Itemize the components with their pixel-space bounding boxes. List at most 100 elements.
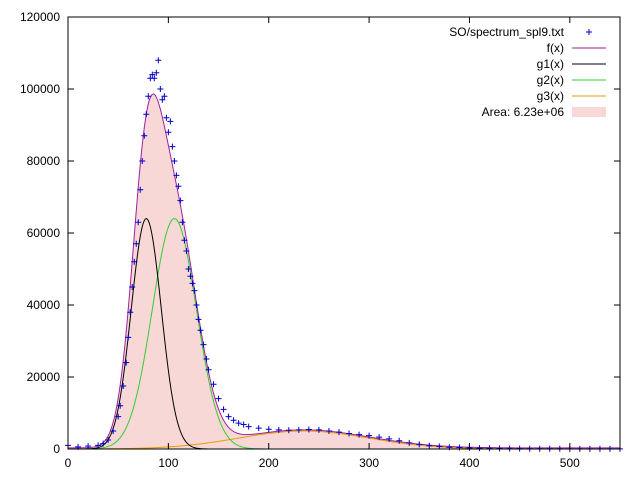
x-tick-label: 300 xyxy=(359,456,379,470)
data-point xyxy=(163,114,170,121)
data-point xyxy=(416,441,423,448)
data-point xyxy=(117,402,124,409)
points-layer xyxy=(65,57,623,452)
data-point xyxy=(127,309,134,316)
data-point xyxy=(225,413,232,420)
data-point xyxy=(181,237,188,244)
data-point xyxy=(149,71,156,78)
x-tick-label: 200 xyxy=(259,456,279,470)
y-tick-label: 120000 xyxy=(20,10,60,24)
x-tick-label: 400 xyxy=(459,456,479,470)
data-point xyxy=(406,439,413,446)
data-point xyxy=(376,434,383,441)
data-point xyxy=(205,366,212,373)
data-point xyxy=(115,413,122,420)
data-point xyxy=(177,197,184,204)
data-point xyxy=(200,341,207,348)
data-point xyxy=(159,96,166,103)
area-layer xyxy=(68,93,620,449)
data-point xyxy=(183,248,190,254)
data-point xyxy=(486,445,493,452)
legend-label: f(x) xyxy=(547,41,564,55)
data-point xyxy=(203,356,210,362)
data-point xyxy=(386,435,393,442)
data-point xyxy=(151,75,158,82)
legend-sample-points xyxy=(586,29,592,35)
data-point xyxy=(165,129,172,136)
data-point xyxy=(173,172,180,179)
data-point xyxy=(169,143,176,150)
data-point xyxy=(161,93,168,100)
data-point xyxy=(210,381,217,388)
data-point xyxy=(131,258,138,265)
data-point xyxy=(105,437,112,443)
f-curve xyxy=(68,93,620,449)
y-tick-label: 60000 xyxy=(27,226,61,240)
area-fill xyxy=(68,93,620,449)
x-tick-label: 100 xyxy=(158,456,178,470)
y-tick-label: 80000 xyxy=(27,154,61,168)
data-point xyxy=(245,423,252,430)
legend-label: SO/spectrum_spl9.txt xyxy=(449,25,564,39)
data-point xyxy=(315,426,322,433)
data-point xyxy=(436,443,443,450)
data-point xyxy=(187,273,194,280)
y-tick-label: 0 xyxy=(53,442,60,456)
data-point xyxy=(120,383,127,389)
data-point xyxy=(476,445,483,452)
legend-label: g3(x) xyxy=(537,89,564,103)
data-point xyxy=(167,118,174,125)
data-point xyxy=(346,430,353,437)
x-tick-label: 0 xyxy=(65,456,72,470)
data-point xyxy=(157,86,164,92)
data-point xyxy=(129,284,136,290)
data-point xyxy=(125,334,132,341)
data-point xyxy=(141,132,148,139)
legend-label: g1(x) xyxy=(537,57,564,71)
data-point xyxy=(143,111,150,118)
data-point xyxy=(95,442,102,449)
data-point xyxy=(185,266,192,272)
data-point xyxy=(123,359,130,366)
data-point xyxy=(295,426,302,433)
data-point xyxy=(325,428,332,434)
y-tick-label: 40000 xyxy=(27,298,61,312)
data-point xyxy=(133,240,140,247)
axes-layer: 0 100 200 300 400 500 0 20000 40000 60000 80000 100… xyxy=(20,10,620,470)
legend-label: g2(x) xyxy=(537,73,564,87)
data-point xyxy=(456,444,463,451)
data-point xyxy=(275,426,282,433)
data-point xyxy=(193,302,200,308)
data-point xyxy=(189,280,196,287)
legend: SO/spectrum_spl9.txt f(x) g1(x) g2(x) g3(x) A… xyxy=(449,25,606,119)
data-point xyxy=(195,316,202,323)
data-point xyxy=(100,440,107,447)
data-point xyxy=(220,406,227,413)
data-point xyxy=(85,443,92,450)
data-point xyxy=(285,427,292,434)
legend-label: Area: 6.23e+06 xyxy=(482,105,565,119)
data-point xyxy=(366,432,373,439)
data-point xyxy=(191,287,198,294)
data-point xyxy=(230,417,237,424)
legend-sample-area xyxy=(572,107,606,117)
data-point xyxy=(496,445,503,452)
data-point xyxy=(135,219,142,226)
data-point xyxy=(155,57,162,64)
data-point xyxy=(139,158,146,164)
data-point xyxy=(255,425,262,432)
data-point xyxy=(356,431,363,438)
x-tick-label: 500 xyxy=(560,456,580,470)
data-point xyxy=(335,429,342,436)
data-point xyxy=(153,69,160,76)
data-point xyxy=(137,186,144,193)
y-tick-label: 20000 xyxy=(27,370,61,384)
data-point xyxy=(235,420,242,427)
data-point xyxy=(175,183,182,190)
data-point xyxy=(240,421,247,428)
data-point xyxy=(179,219,186,226)
data-point xyxy=(145,93,152,100)
data-point xyxy=(171,158,178,164)
data-point xyxy=(215,395,222,402)
